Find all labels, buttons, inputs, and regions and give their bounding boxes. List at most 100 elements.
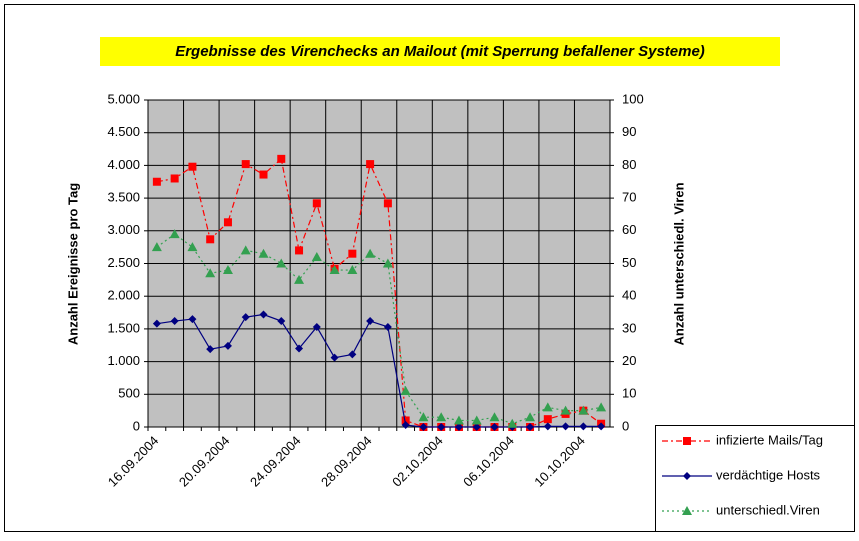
data-point: [241, 160, 250, 169]
data-point: [418, 412, 429, 422]
legend-label: infizierte Mails/Tag: [716, 432, 823, 447]
data-point: [525, 412, 536, 422]
data-point: [259, 170, 268, 179]
y2-tick-label: 30: [622, 320, 636, 335]
y2-tick-label: 50: [622, 255, 636, 270]
data-point: [223, 341, 232, 350]
y2-tick-label: 0: [622, 418, 629, 433]
data-point: [206, 345, 215, 354]
data-point: [489, 412, 500, 422]
data-point: [241, 313, 250, 322]
y-tick-label: 4.500: [107, 124, 140, 139]
y-tick-label: 3.500: [107, 190, 140, 205]
data-point: [277, 154, 286, 163]
data-point: [383, 199, 392, 208]
data-point: [312, 322, 321, 331]
y2-tick-label: 10: [622, 386, 636, 401]
data-point: [401, 416, 410, 425]
y-tick-label: 5.000: [107, 91, 140, 106]
data-point: [188, 315, 197, 324]
data-point: [382, 258, 393, 268]
chart-title: Ergebnisse des Virenchecks an Mailout (m…: [175, 43, 705, 60]
y2-axis-title: Anzahl unterschiedl. Viren: [671, 182, 686, 345]
data-point: [419, 423, 428, 431]
data-point: [330, 353, 339, 362]
data-point: [206, 235, 215, 244]
y2-tick-label: 60: [622, 222, 636, 237]
data-point: [152, 319, 161, 328]
data-point: [401, 421, 410, 430]
y2-tick-label: 40: [622, 288, 636, 303]
data-point: [170, 174, 179, 183]
data-point: [366, 317, 375, 326]
data-point: [366, 160, 375, 169]
y-tick-label: 0: [133, 418, 140, 433]
data-point: [152, 177, 161, 186]
y-tick-label: 500: [118, 386, 140, 401]
y2-tick-label: 70: [622, 190, 636, 205]
data-point: [400, 386, 411, 396]
y2-tick-label: 90: [622, 124, 636, 139]
data-point: [312, 199, 321, 208]
data-point: [383, 322, 392, 331]
data-point: [543, 415, 552, 424]
legend-marker: [683, 437, 691, 445]
data-point: [507, 418, 518, 428]
data-point: [472, 423, 481, 431]
data-point: [578, 405, 589, 415]
data-point: [471, 415, 482, 425]
data-point: [240, 245, 251, 255]
data-point: [348, 249, 357, 258]
data-point: [277, 317, 286, 326]
data-point: [437, 423, 446, 431]
data-point: [597, 422, 606, 431]
data-point: [329, 265, 340, 275]
data-point: [543, 422, 552, 431]
data-point: [187, 242, 198, 252]
legend-label: verdächtige Hosts: [716, 467, 821, 482]
y-tick-label: 4.000: [107, 157, 140, 172]
data-point: [151, 242, 162, 252]
y-tick-label: 1.000: [107, 353, 140, 368]
data-point: [276, 258, 287, 268]
data-point: [348, 350, 357, 359]
y2-tick-label: 100: [622, 91, 644, 106]
data-point: [169, 229, 180, 239]
data-point: [596, 402, 607, 412]
data-point: [258, 248, 269, 258]
data-point: [295, 344, 304, 353]
data-point: [311, 251, 322, 261]
data-point: [295, 246, 304, 255]
data-point: [542, 402, 553, 412]
title-box: [100, 37, 780, 66]
data-point: [490, 423, 499, 431]
data-point: [579, 422, 588, 431]
y-tick-label: 3.000: [107, 222, 140, 237]
y2-tick-label: 80: [622, 157, 636, 172]
data-point: [436, 412, 447, 422]
data-point: [223, 218, 232, 227]
data-point: [347, 265, 358, 275]
data-point: [222, 265, 233, 275]
series-line: [156, 233, 602, 425]
data-point: [453, 415, 464, 425]
y-tick-label: 2.500: [107, 255, 140, 270]
data-point: [205, 268, 216, 278]
y-axis-title: Anzahl Ereignisse pro Tag: [65, 183, 80, 345]
data-point: [188, 162, 197, 171]
data-point: [365, 248, 376, 258]
data-point: [294, 274, 305, 284]
data-point: [454, 423, 463, 431]
data-point: [560, 405, 571, 415]
y-tick-label: 2.000: [107, 288, 140, 303]
legend-marker: [683, 472, 691, 480]
legend-marker: [682, 506, 692, 515]
y-tick-label: 1.500: [107, 320, 140, 335]
data-point: [259, 310, 268, 319]
legend-label: unterschiedl.Viren: [716, 502, 820, 517]
data-point: [526, 423, 535, 431]
data-point: [561, 422, 570, 431]
y2-tick-label: 20: [622, 353, 636, 368]
data-point: [170, 317, 179, 326]
